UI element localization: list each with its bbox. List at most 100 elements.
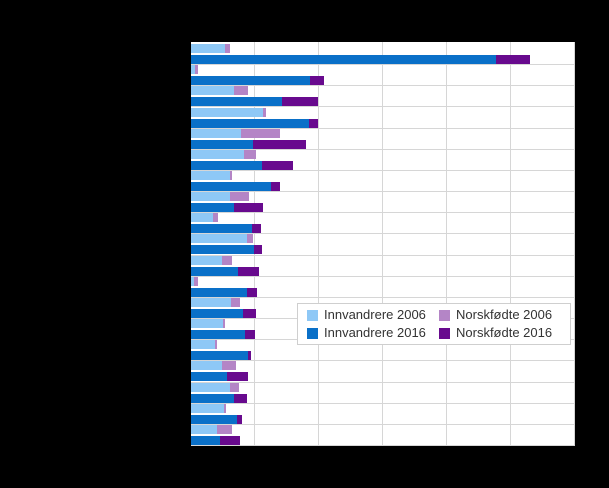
bar-2006: [191, 86, 575, 96]
bar-segment-innvandrere-2016: [191, 287, 247, 297]
country-band: [191, 44, 575, 66]
bar-segment-innvandrere-2006: [191, 361, 223, 371]
bar-segment-innvandrere-2006: [191, 424, 218, 434]
bar-segment-innvandrere-2006: [191, 86, 234, 96]
bar-segment-innvandrere-2006: [191, 128, 241, 138]
bar-segment-innvandrere-2006: [191, 255, 223, 265]
bar-segment-norskfodte-2006: [230, 192, 249, 202]
country-band: [191, 340, 575, 362]
bar-segment-norskfodte-2016: [246, 287, 258, 297]
bar-segment-norskfodte-2006: [230, 171, 233, 181]
legend-item-innvandrere-2016[interactable]: Innvandrere 2016: [307, 326, 439, 340]
bar-2016: [191, 55, 575, 65]
country-band: [191, 86, 575, 108]
legend-item-norskfodte-2006[interactable]: Norskfødte 2006: [439, 308, 566, 322]
legend-label-innvandrere-2006: Innvandrere 2006: [324, 307, 426, 322]
bar-segment-innvandrere-2016: [191, 414, 238, 424]
bar-2006: [191, 319, 575, 329]
bar-2006: [191, 297, 575, 307]
bar-bands: [191, 44, 575, 446]
bar-segment-norskfodte-2006: [222, 319, 225, 329]
bar-2006: [191, 255, 575, 265]
bar-2016: [191, 245, 575, 255]
vertical-gridline: [317, 42, 319, 446]
bar-segment-norskfodte-2016: [237, 414, 243, 424]
country-band: [191, 213, 575, 235]
bar-segment-innvandrere-2016: [191, 97, 282, 107]
bar-segment-innvandrere-2016: [191, 139, 253, 149]
bar-segment-innvandrere-2006: [191, 107, 264, 117]
bar-2016: [191, 224, 575, 234]
bar-segment-norskfodte-2016: [308, 118, 318, 128]
bar-2006: [191, 107, 575, 117]
bar-segment-innvandrere-2016: [191, 330, 246, 340]
legend-swatch-innvandrere-2016-icon: [307, 327, 318, 339]
bar-segment-norskfodte-2006: [247, 234, 254, 244]
bar-2016: [191, 118, 575, 128]
country-band: [191, 276, 575, 298]
bar-segment-norskfodte-2006: [217, 424, 233, 434]
bar-2006: [191, 192, 575, 202]
bar-segment-norskfodte-2006: [225, 44, 231, 54]
country-band: [191, 65, 575, 87]
bar-segment-norskfodte-2016: [252, 139, 306, 149]
bar-segment-innvandrere-2006: [191, 276, 195, 286]
bar-segment-norskfodte-2016: [237, 266, 259, 276]
bar-2006: [191, 65, 575, 75]
bar-segment-norskfodte-2006: [194, 65, 198, 75]
bar-segment-norskfodte-2016: [220, 435, 241, 445]
bar-segment-innvandrere-2006: [191, 213, 213, 223]
legend-label-norskfodte-2016: Norskfødte 2016: [456, 325, 553, 340]
bar-2006: [191, 403, 575, 413]
bar-2016: [191, 308, 575, 318]
bar-segment-innvandrere-2016: [191, 160, 263, 170]
bar-segment-innvandrere-2016: [191, 203, 234, 213]
bar-2016: [191, 97, 575, 107]
bar-2006: [191, 276, 575, 286]
country-band: [191, 403, 575, 425]
bar-segment-innvandrere-2006: [191, 319, 223, 329]
country-band: [191, 171, 575, 193]
bar-2006: [191, 424, 575, 434]
bar-segment-norskfodte-2016: [253, 245, 263, 255]
legend-item-norskfodte-2016[interactable]: Norskfødte 2016: [439, 326, 566, 340]
bar-segment-norskfodte-2016: [245, 330, 256, 340]
bar-segment-innvandrere-2016: [191, 393, 234, 403]
vertical-gridline: [510, 42, 511, 446]
bar-2006: [191, 44, 575, 54]
bar-segment-norskfodte-2006: [240, 128, 281, 138]
legend-item-innvandrere-2006[interactable]: Innvandrere 2006: [307, 308, 439, 322]
bar-segment-norskfodte-2006: [222, 361, 236, 371]
plot-area: Innvandrere 2006 Norskfødte 2006 Innvand…: [191, 42, 575, 446]
country-band: [191, 107, 575, 129]
bar-segment-innvandrere-2006: [191, 149, 244, 159]
bar-segment-norskfodte-2016: [262, 160, 294, 170]
bar-segment-innvandrere-2016: [191, 266, 238, 276]
country-band: [191, 361, 575, 383]
vertical-gridline: [253, 42, 255, 446]
country-band: [191, 382, 575, 404]
bar-segment-norskfodte-2016: [227, 372, 249, 382]
bar-segment-innvandrere-2006: [191, 192, 231, 202]
bar-2006: [191, 128, 575, 138]
bar-segment-innvandrere-2006: [191, 44, 226, 54]
bar-2006: [191, 340, 575, 350]
bar-segment-innvandrere-2016: [191, 351, 248, 361]
bar-segment-norskfodte-2016: [495, 55, 531, 65]
bar-segment-innvandrere-2016: [191, 76, 311, 86]
bar-2016: [191, 203, 575, 213]
bar-segment-norskfodte-2006: [222, 255, 233, 265]
bar-2016: [191, 330, 575, 340]
bar-2006: [191, 213, 575, 223]
bar-segment-norskfodte-2006: [234, 86, 248, 96]
bar-segment-norskfodte-2006: [212, 213, 218, 223]
bar-segment-innvandrere-2006: [191, 297, 231, 307]
bar-segment-norskfodte-2006: [263, 107, 267, 117]
legend-swatch-innvandrere-2006-icon: [307, 309, 318, 321]
bar-segment-innvandrere-2016: [191, 224, 253, 234]
bar-segment-norskfodte-2006: [243, 149, 256, 159]
bar-2016: [191, 372, 575, 382]
country-band: [191, 192, 575, 214]
bar-segment-norskfodte-2016: [270, 182, 280, 192]
